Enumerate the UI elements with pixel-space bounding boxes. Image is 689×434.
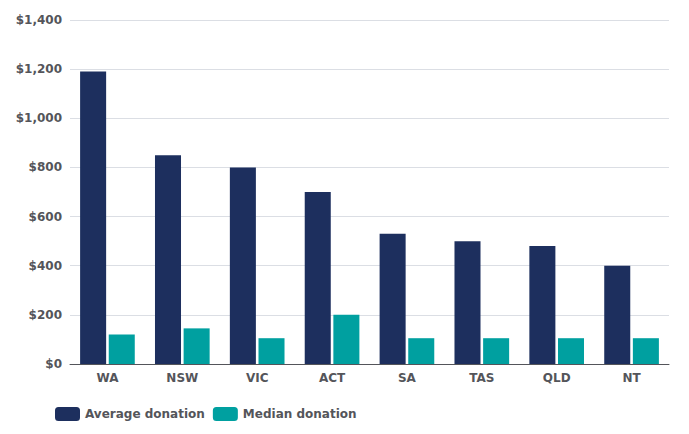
svg-text:$1,200: $1,200 [16,62,62,76]
svg-text:$600: $600 [29,210,62,224]
svg-text:$1,000: $1,000 [16,111,62,125]
svg-text:Median donation: Median donation [243,407,357,421]
svg-text:NSW: NSW [166,371,198,385]
svg-text:$400: $400 [29,259,62,273]
svg-text:$1,400: $1,400 [16,13,62,27]
svg-text:$200: $200 [29,308,62,322]
svg-text:$800: $800 [29,160,62,174]
svg-text:WA: WA [96,371,119,385]
svg-text:VIC: VIC [246,371,269,385]
svg-text:ACT: ACT [319,371,346,385]
svg-text:SA: SA [398,371,417,385]
svg-text:TAS: TAS [469,371,494,385]
svg-text:$0: $0 [45,357,62,371]
svg-text:QLD: QLD [543,371,571,385]
svg-text:Average donation: Average donation [85,407,205,421]
svg-text:NT: NT [622,371,641,385]
